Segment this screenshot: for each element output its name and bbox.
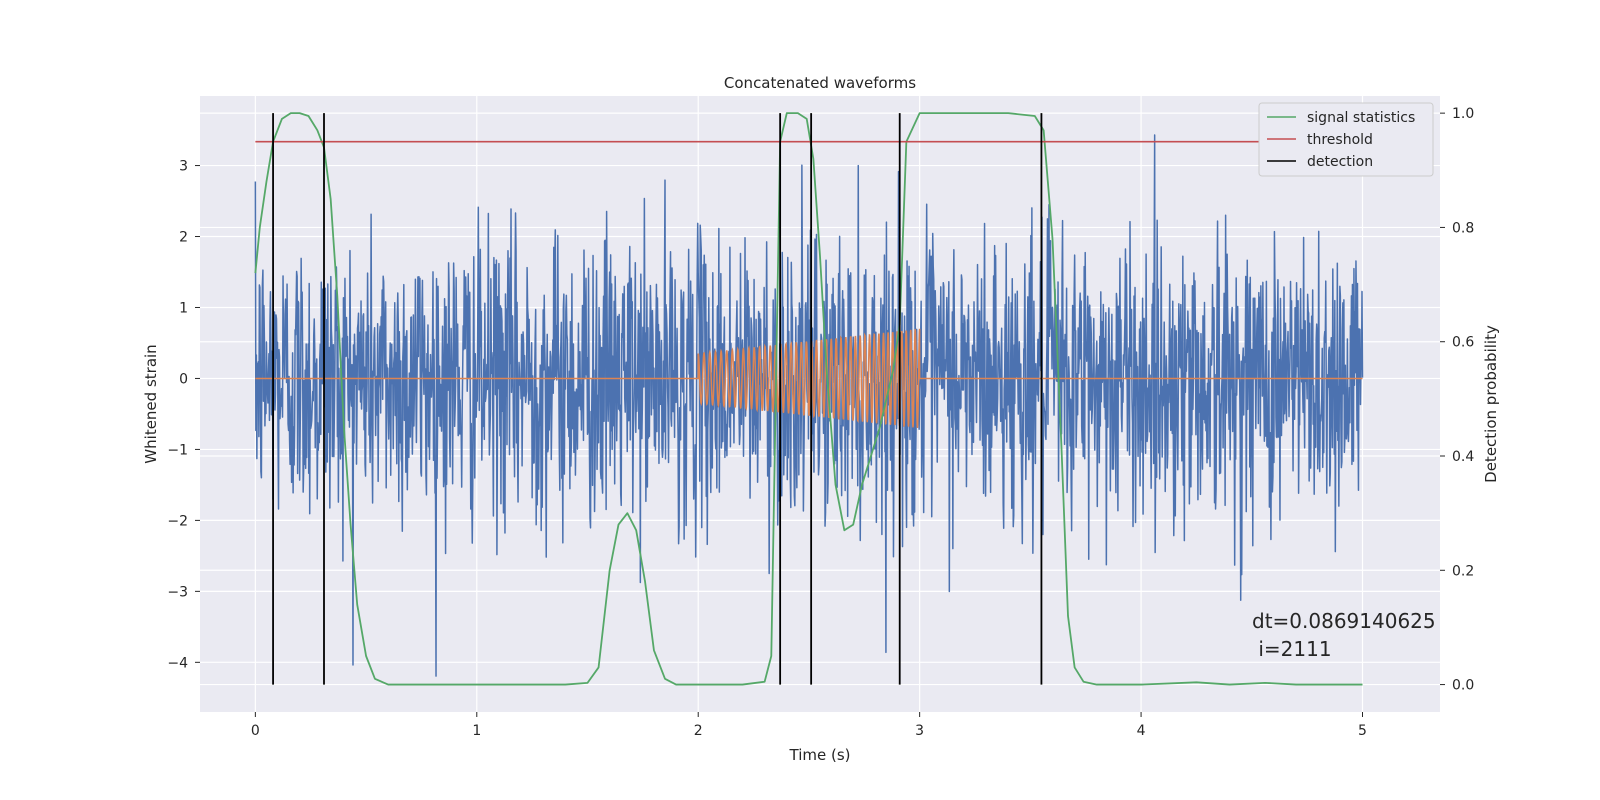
y2-tick-label-4: 0.8	[1452, 220, 1474, 236]
y-axis-right: 0.0 0.2 0.4 0.6 0.8 1.0	[1440, 106, 1474, 694]
x-axis-label: Time (s)	[789, 746, 851, 764]
y-tick-label-0: −4	[167, 655, 188, 671]
y-tick-label-6: 2	[179, 230, 188, 246]
y-tick-label-1: −3	[167, 584, 188, 600]
y2-tick-label-2: 0.4	[1452, 449, 1474, 465]
y-tick-label-7: 3	[179, 159, 188, 175]
template-series	[255, 328, 1363, 428]
y-tick-label-2: −2	[167, 513, 188, 529]
chart-title: Concatenated waveforms	[724, 74, 916, 92]
legend-label-detection: detection	[1307, 154, 1373, 170]
strain-series	[254, 134, 1364, 677]
x-tick-label-3: 3	[915, 723, 924, 739]
y-axis-label: Whitened strain	[142, 344, 160, 463]
signal-statistics-series	[254, 112, 1363, 686]
x-tick-label-1: 1	[472, 723, 481, 739]
y-tick-label-4: 0	[179, 371, 188, 387]
x-tick-label-4: 4	[1137, 723, 1146, 739]
y-tick-label-3: −1	[167, 442, 188, 458]
x-axis: 0 1 2 3 4 5	[251, 712, 1367, 739]
x-tick-label-0: 0	[251, 723, 260, 739]
y2-tick-label-3: 0.6	[1452, 335, 1474, 351]
y-axis-left: −4 −3 −2 −1 0 1 2 3	[167, 159, 200, 671]
legend-label-signal-statistics: signal statistics	[1307, 110, 1415, 126]
signal-statistics-line	[254, 112, 1363, 686]
template-line	[255, 328, 1363, 428]
legend: signal statistics threshold detection	[1258, 102, 1434, 177]
detection-series	[272, 113, 1043, 685]
annotation-i: i=2111	[1252, 637, 1332, 661]
x-tick-label-2: 2	[694, 723, 703, 739]
y2-axis-label: Detection probability	[1482, 325, 1500, 483]
legend-label-threshold: threshold	[1307, 132, 1373, 148]
strain-line	[254, 134, 1364, 677]
x-tick-label-5: 5	[1358, 723, 1367, 739]
y2-tick-label-0: 0.0	[1452, 678, 1474, 694]
y2-tick-label-5: 1.0	[1452, 106, 1474, 122]
legend-box	[1258, 102, 1434, 177]
annotation-dt: dt=0.0869140625	[1252, 609, 1436, 633]
y-tick-label-5: 1	[179, 300, 188, 316]
y2-tick-label-1: 0.2	[1452, 563, 1474, 579]
